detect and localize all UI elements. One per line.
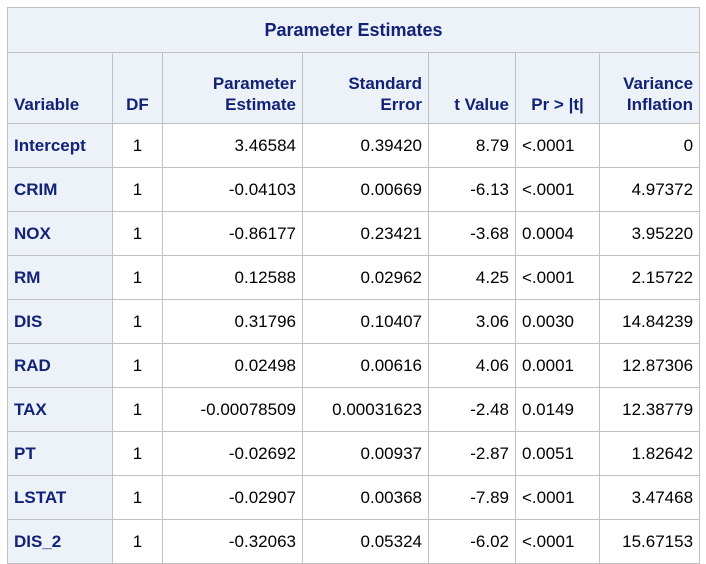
header-stderr-line2: Error [380, 95, 422, 114]
row-variable: TAX [7, 387, 113, 432]
row-df: 1 [112, 475, 163, 520]
row-p-value: <.0001 [515, 519, 600, 564]
header-vif-line1: Variance [623, 74, 694, 93]
row-vif: 2.15722 [598, 255, 701, 300]
row-p-value: <.0001 [515, 123, 600, 168]
row-estimate: 0.31796 [162, 299, 303, 344]
row-df: 1 [112, 123, 163, 168]
row-std-error: 0.00669 [302, 167, 429, 212]
row-t-value: -2.87 [428, 431, 516, 476]
row-estimate: -0.04103 [162, 167, 303, 212]
table-row: Intercept 1 3.46584 0.39420 8.79 <.0001 … [7, 123, 701, 168]
table-row: LSTAT 1 -0.02907 0.00368 -7.89 <.0001 3.… [7, 475, 701, 520]
table-row: PT 1 -0.02692 0.00937 -2.87 0.0051 1.826… [7, 431, 701, 476]
row-p-value: 0.0001 [515, 343, 600, 388]
row-variable: RM [7, 255, 113, 300]
row-std-error: 0.05324 [302, 519, 429, 564]
row-vif: 4.97372 [598, 167, 701, 212]
row-p-value: 0.0030 [515, 299, 600, 344]
row-estimate: 3.46584 [162, 123, 303, 168]
title-row: Parameter Estimates [6, 7, 701, 53]
row-variable: CRIM [7, 167, 113, 212]
row-p-value: 0.0051 [515, 431, 600, 476]
row-std-error: 0.23421 [302, 211, 429, 256]
header-df: DF [112, 52, 163, 124]
row-p-value: 0.0149 [515, 387, 600, 432]
row-std-error: 0.00031623 [302, 387, 429, 432]
row-variable: DIS [7, 299, 113, 344]
row-t-value: -2.48 [428, 387, 516, 432]
row-estimate: 0.02498 [162, 343, 303, 388]
row-t-value: 3.06 [428, 299, 516, 344]
row-std-error: 0.02962 [302, 255, 429, 300]
row-t-value: 4.25 [428, 255, 516, 300]
header-variance-inflation: Variance Inflation [598, 52, 701, 124]
row-estimate: -0.02692 [162, 431, 303, 476]
table-row: RM 1 0.12588 0.02962 4.25 <.0001 2.15722 [7, 255, 701, 300]
row-df: 1 [112, 343, 163, 388]
row-vif: 3.95220 [598, 211, 701, 256]
table-row: DIS 1 0.31796 0.10407 3.06 0.0030 14.842… [7, 299, 701, 344]
row-df: 1 [112, 167, 163, 212]
row-p-value: <.0001 [515, 255, 600, 300]
row-variable: DIS_2 [7, 519, 113, 564]
row-std-error: 0.00937 [302, 431, 429, 476]
row-vif: 12.87306 [598, 343, 701, 388]
row-t-value: -7.89 [428, 475, 516, 520]
row-estimate: -0.86177 [162, 211, 303, 256]
row-vif: 15.67153 [598, 519, 701, 564]
header-row: Variable DF Parameter Estimate Standard Er… [7, 52, 701, 124]
row-t-value: 8.79 [428, 123, 516, 168]
row-p-value: <.0001 [515, 475, 600, 520]
row-vif: 14.84239 [598, 299, 701, 344]
row-std-error: 0.00616 [302, 343, 429, 388]
header-standard-error: Standard Error [302, 52, 429, 124]
parameter-estimates-table: Parameter Estimates Variable DF Paramete… [6, 7, 701, 564]
header-stderr-line1: Standard [348, 74, 422, 93]
row-df: 1 [112, 431, 163, 476]
header-p-value: Pr > |t| [515, 52, 600, 124]
row-estimate: 0.12588 [162, 255, 303, 300]
row-p-value: 0.0004 [515, 211, 600, 256]
row-variable: LSTAT [7, 475, 113, 520]
header-vif-line2: Inflation [626, 95, 694, 114]
table-title: Parameter Estimates [6, 7, 701, 53]
row-vif: 12.38779 [598, 387, 701, 432]
table-row: TAX 1 -0.00078509 0.00031623 -2.48 0.014… [7, 387, 701, 432]
row-t-value: -6.02 [428, 519, 516, 564]
row-std-error: 0.39420 [302, 123, 429, 168]
row-df: 1 [112, 387, 163, 432]
row-estimate: -0.32063 [162, 519, 303, 564]
row-p-value: <.0001 [515, 167, 600, 212]
table-row: CRIM 1 -0.04103 0.00669 -6.13 <.0001 4.9… [7, 167, 701, 212]
row-std-error: 0.00368 [302, 475, 429, 520]
row-std-error: 0.10407 [302, 299, 429, 344]
row-variable: RAD [7, 343, 113, 388]
row-df: 1 [112, 255, 163, 300]
row-t-value: 4.06 [428, 343, 516, 388]
row-df: 1 [112, 519, 163, 564]
header-t-value: t Value [428, 52, 516, 124]
row-vif: 1.82642 [598, 431, 701, 476]
row-estimate: -0.00078509 [162, 387, 303, 432]
table-row: DIS_2 1 -0.32063 0.05324 -6.02 <.0001 15… [7, 519, 701, 564]
row-df: 1 [112, 299, 163, 344]
row-variable: NOX [7, 211, 113, 256]
row-t-value: -3.68 [428, 211, 516, 256]
table-row: RAD 1 0.02498 0.00616 4.06 0.0001 12.873… [7, 343, 701, 388]
header-estimate-line1: Parameter [212, 74, 296, 93]
row-variable: PT [7, 431, 113, 476]
row-df: 1 [112, 211, 163, 256]
row-estimate: -0.02907 [162, 475, 303, 520]
row-vif: 0 [598, 123, 701, 168]
header-estimate-line2: Estimate [225, 95, 296, 114]
header-parameter-estimate: Parameter Estimate [162, 52, 303, 124]
row-vif: 3.47468 [598, 475, 701, 520]
row-t-value: -6.13 [428, 167, 516, 212]
table-row: NOX 1 -0.86177 0.23421 -3.68 0.0004 3.95… [7, 211, 701, 256]
header-variable: Variable [7, 52, 113, 124]
parameter-estimates-panel: Parameter Estimates Variable DF Paramete… [6, 7, 701, 564]
row-variable: Intercept [7, 123, 113, 168]
